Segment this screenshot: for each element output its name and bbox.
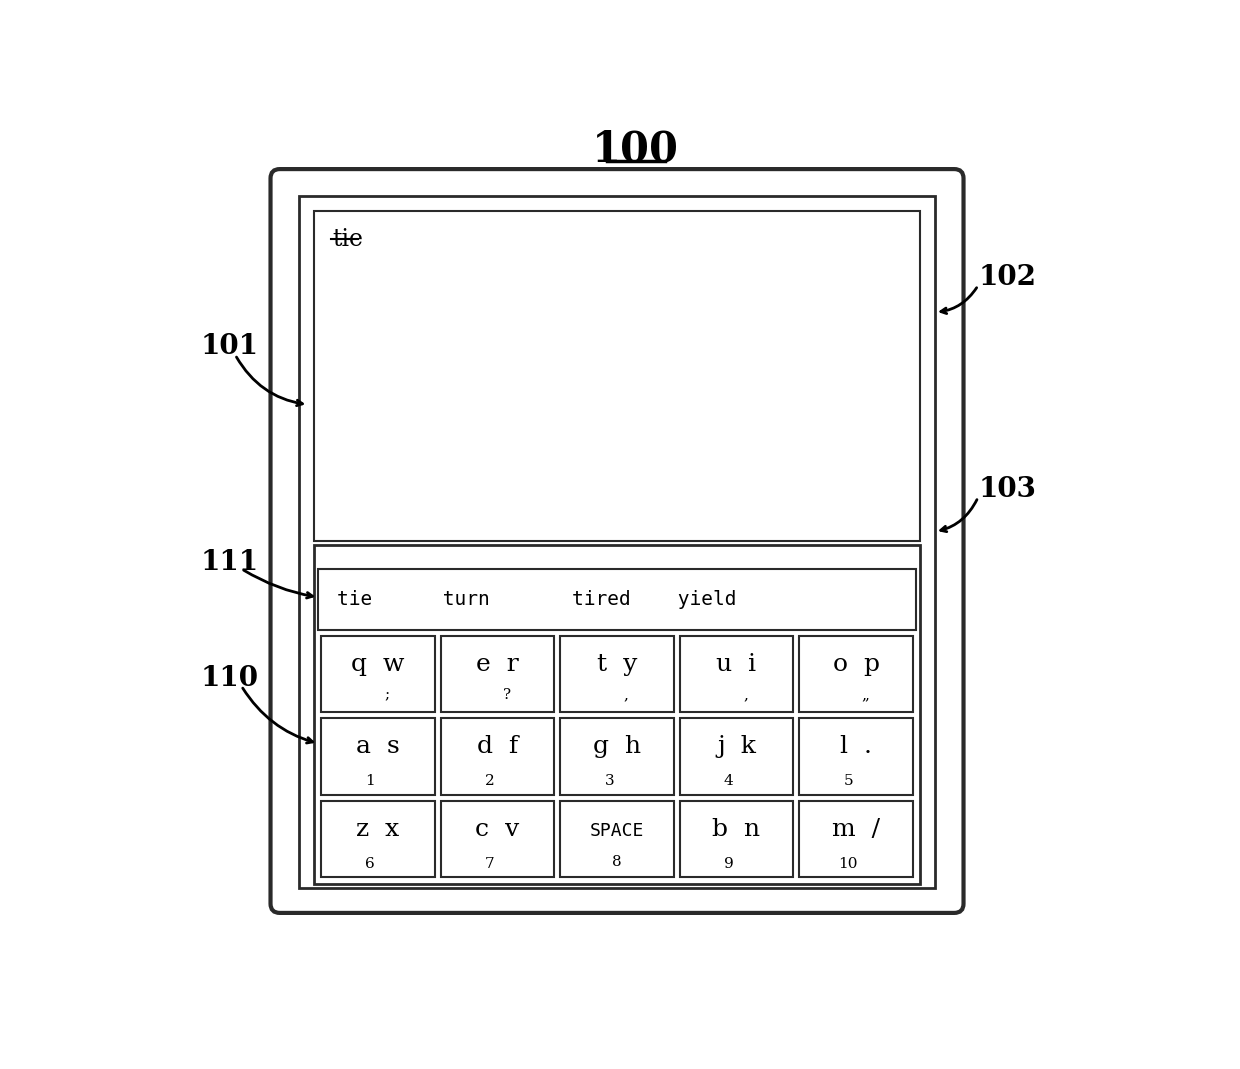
- Text: e  r: e r: [476, 652, 518, 676]
- Bar: [441, 801, 554, 878]
- Text: SPACE: SPACE: [590, 822, 645, 840]
- Text: 8: 8: [613, 855, 621, 869]
- Text: tie: tie: [332, 228, 363, 250]
- Bar: [319, 570, 916, 630]
- Text: 10: 10: [838, 857, 858, 871]
- Text: z  x: z x: [356, 818, 399, 841]
- Text: 5: 5: [843, 774, 853, 789]
- Text: ,: ,: [743, 688, 748, 702]
- Text: u  i: u i: [717, 652, 756, 676]
- Bar: [321, 801, 435, 878]
- Text: g  h: g h: [593, 735, 641, 758]
- Text: „: „: [862, 688, 869, 702]
- Text: 110: 110: [201, 665, 258, 692]
- Text: 4: 4: [724, 774, 734, 789]
- Text: l  .: l .: [839, 735, 872, 758]
- Text: j  k: j k: [717, 735, 756, 758]
- Bar: [560, 718, 673, 795]
- Text: 9: 9: [724, 857, 734, 871]
- Bar: [680, 718, 794, 795]
- Text: 102: 102: [978, 264, 1037, 291]
- Bar: [560, 801, 673, 878]
- Text: 3: 3: [605, 774, 614, 789]
- Text: c  v: c v: [475, 818, 520, 841]
- Text: tie      turn       tired    yield: tie turn tired yield: [337, 590, 737, 609]
- Bar: [800, 718, 913, 795]
- Text: 100: 100: [591, 128, 680, 170]
- Text: a  s: a s: [356, 735, 399, 758]
- Text: 111: 111: [201, 549, 259, 576]
- Text: 101: 101: [201, 334, 258, 360]
- Bar: [680, 801, 794, 878]
- Bar: [800, 636, 913, 712]
- FancyBboxPatch shape: [270, 169, 963, 913]
- Bar: [680, 636, 794, 712]
- Bar: [321, 718, 435, 795]
- Text: ?: ?: [502, 688, 511, 702]
- Text: t  y: t y: [596, 652, 637, 676]
- Bar: [800, 801, 913, 878]
- Text: d  f: d f: [477, 735, 518, 758]
- Text: ,: ,: [624, 688, 629, 702]
- Bar: [441, 718, 554, 795]
- Bar: [560, 636, 673, 712]
- Bar: [299, 196, 935, 887]
- Bar: [441, 636, 554, 712]
- Bar: [321, 636, 435, 712]
- Text: o  p: o p: [832, 652, 879, 676]
- Text: m  /: m /: [832, 818, 880, 841]
- Text: 7: 7: [485, 857, 495, 871]
- Text: 2: 2: [485, 774, 495, 789]
- Bar: [315, 212, 920, 541]
- Bar: [315, 545, 920, 884]
- Text: ;: ;: [384, 688, 389, 702]
- Text: 103: 103: [978, 476, 1037, 502]
- Text: 1: 1: [366, 774, 376, 789]
- Text: b  n: b n: [713, 818, 760, 841]
- Text: q  w: q w: [351, 652, 404, 676]
- Text: 6: 6: [366, 857, 376, 871]
